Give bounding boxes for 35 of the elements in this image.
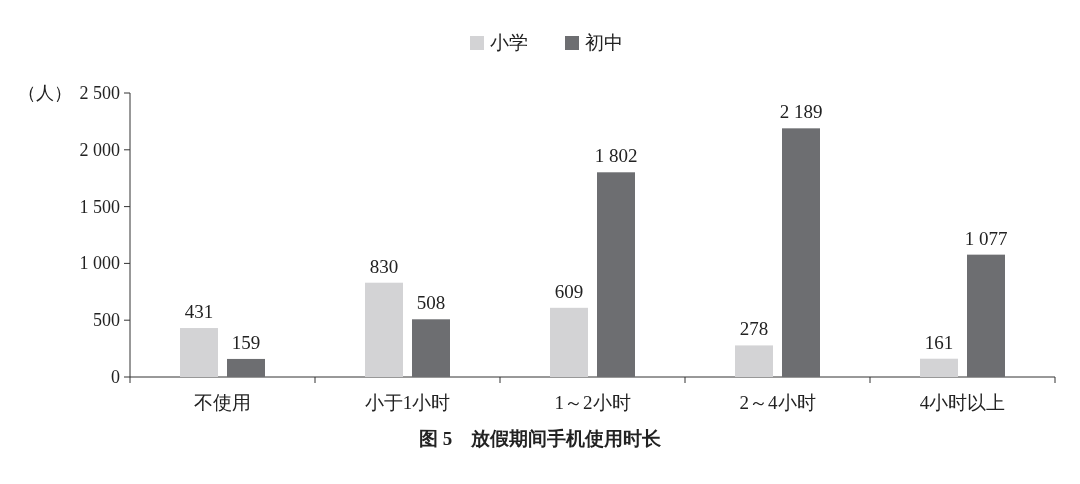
bar bbox=[227, 358, 265, 377]
bar bbox=[550, 307, 588, 377]
y-tick-label: 1 500 bbox=[79, 196, 120, 217]
data-label: 161 bbox=[924, 331, 954, 353]
data-label: 278 bbox=[739, 318, 769, 340]
bar bbox=[412, 319, 450, 377]
bar bbox=[365, 282, 403, 377]
y-tick-label: 2 000 bbox=[79, 139, 120, 160]
bar bbox=[782, 128, 820, 377]
y-tick-label: 2 500 bbox=[79, 83, 120, 103]
x-tick-label: 小于1小时 bbox=[364, 392, 451, 413]
bar bbox=[597, 172, 635, 377]
x-tick-label: 2～4小时 bbox=[739, 392, 816, 413]
text: 图 5 放假期间手机使用时长 bbox=[418, 428, 663, 449]
x-tick-label: 4小时以上 bbox=[919, 392, 1006, 413]
y-tick-label: 500 bbox=[93, 310, 120, 331]
bar bbox=[967, 254, 1005, 377]
data-label: 2 189 bbox=[779, 101, 823, 123]
y-tick-label: 1 000 bbox=[79, 253, 120, 274]
x-tick-label: 不使用 bbox=[194, 392, 251, 413]
data-label: 609 bbox=[554, 280, 584, 302]
legend-label: 小学 bbox=[490, 32, 528, 53]
bar bbox=[920, 358, 958, 377]
legend-label: 初中 bbox=[585, 32, 623, 53]
data-label: 159 bbox=[231, 331, 261, 353]
data-label: 1 802 bbox=[594, 145, 638, 167]
data-label: 431 bbox=[184, 301, 214, 323]
data-label: 508 bbox=[416, 292, 446, 314]
y-tick-label: 0 bbox=[111, 367, 120, 387]
data-label: 830 bbox=[369, 255, 399, 277]
x-tick-label: 1～2小时 bbox=[554, 392, 631, 413]
data-label: 1 077 bbox=[964, 227, 1008, 249]
bar bbox=[735, 345, 773, 377]
y-axis-title: （人） bbox=[18, 83, 72, 103]
bar bbox=[180, 328, 218, 377]
